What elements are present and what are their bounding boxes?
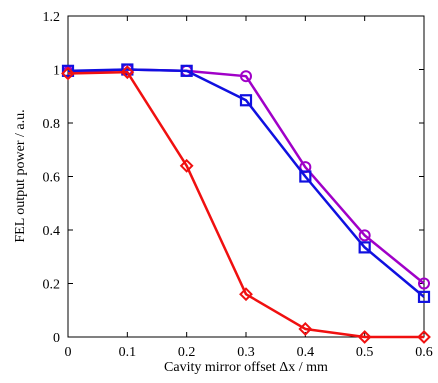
series-layer [61, 63, 431, 344]
data-point-square [299, 170, 312, 183]
series-square [61, 63, 431, 303]
y-tick-label: 0.2 [43, 278, 61, 293]
data-point-circle [418, 277, 430, 290]
y-axis-label: FEL output power / a.u. [13, 109, 28, 242]
y-tick-label: 0 [53, 331, 60, 346]
y-tick-label: 0.8 [43, 117, 61, 132]
data-point-square [239, 94, 253, 107]
series-line [67, 68, 425, 298]
data-point-circle [358, 229, 371, 242]
data-point-diamond [61, 66, 75, 81]
x-tick-labels: 0 0.1 0.2 0.3 0.4 0.5 0.6 [65, 345, 433, 360]
data-point-diamond [179, 158, 194, 173]
x-tick-label: 0.1 [119, 345, 137, 360]
y-tick-labels: 0 0.2 0.4 0.6 0.8 1 1.2 [43, 10, 61, 346]
series-line [67, 70, 424, 339]
y-tick-label: 1 [53, 64, 60, 79]
data-point-diamond [239, 287, 253, 302]
data-point-diamond [298, 322, 313, 336]
data-point-circle [240, 70, 252, 83]
y-tick-label: 0.6 [43, 171, 61, 186]
data-point-square [358, 241, 371, 254]
data-point-square [61, 64, 75, 77]
x-tick-label: 0.6 [415, 345, 433, 360]
data-point-diamond [357, 330, 372, 344]
data-point-square [180, 64, 193, 77]
x-tick-label: 0 [65, 345, 72, 360]
data-point-square [417, 290, 431, 303]
y-tick-label: 1.2 [43, 10, 61, 25]
x-axis-label: Cavity mirror offset Δx / mm [164, 360, 328, 375]
series-diamond [61, 65, 431, 344]
x-tick-label: 0.5 [356, 345, 374, 360]
data-point-diamond [120, 65, 135, 80]
x-tick-label: 0.3 [237, 345, 255, 360]
data-point-diamond [417, 330, 431, 344]
y-tick-label: 0.4 [43, 224, 61, 239]
x-tick-label: 0.2 [178, 345, 196, 360]
x-tick-label: 0.4 [297, 345, 315, 360]
